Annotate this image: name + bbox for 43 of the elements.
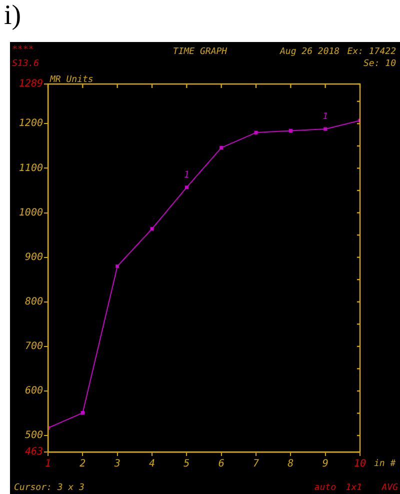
- x-tick-label: 1: [44, 458, 52, 470]
- annotation: 1: [184, 170, 190, 180]
- y-tick-label: 600: [24, 386, 43, 397]
- y-axis-title: MR Units: [49, 75, 94, 85]
- x-tick-label: 5: [184, 458, 190, 470]
- x-tick-label: 7: [252, 458, 260, 470]
- text: auto: [314, 483, 336, 493]
- point: [150, 227, 154, 231]
- text: Aug 26 2018: [279, 47, 340, 57]
- x-tick-label: 10: [354, 458, 366, 470]
- text: i): [4, 0, 22, 32]
- point: [220, 146, 224, 150]
- y-tick-label: 1100: [18, 162, 43, 174]
- y-tick-label: 463: [24, 446, 43, 458]
- x-tick-label: 2: [80, 458, 86, 470]
- y-tick-label: 800: [24, 296, 43, 308]
- y-tick-label: 1200: [18, 118, 43, 130]
- y-tick-label: 900: [24, 252, 43, 263]
- x-tick-label: 9: [322, 458, 328, 470]
- text: Cursor: 3 x 3: [14, 483, 84, 493]
- point: [80, 411, 84, 415]
- x-tick-label: 8: [288, 458, 294, 470]
- y-tick-label: 1289: [18, 78, 43, 90]
- point: [288, 129, 292, 133]
- x-tick-label: 6: [218, 458, 224, 470]
- text: S13.6: [12, 59, 40, 69]
- y-tick-label: 700: [24, 341, 43, 352]
- text: Se: 10: [363, 59, 396, 69]
- x-tick-label: 4: [148, 458, 156, 470]
- y-tick-label: 1000: [18, 207, 43, 218]
- text: Ex: 17422: [347, 47, 396, 57]
- annotation: 1: [322, 112, 328, 122]
- text: ****: [12, 45, 34, 55]
- y-tick-label: 500: [24, 430, 43, 442]
- point: [116, 264, 120, 268]
- point: [254, 130, 258, 134]
- point: [324, 127, 328, 131]
- x-tick-label: 3: [113, 458, 120, 470]
- text: 1x1: [346, 483, 362, 493]
- point: [184, 186, 188, 190]
- chart-title: TIME GRAPH: [172, 47, 228, 57]
- x-axis-title: in #: [374, 459, 396, 469]
- text: AVG: [380, 483, 399, 493]
